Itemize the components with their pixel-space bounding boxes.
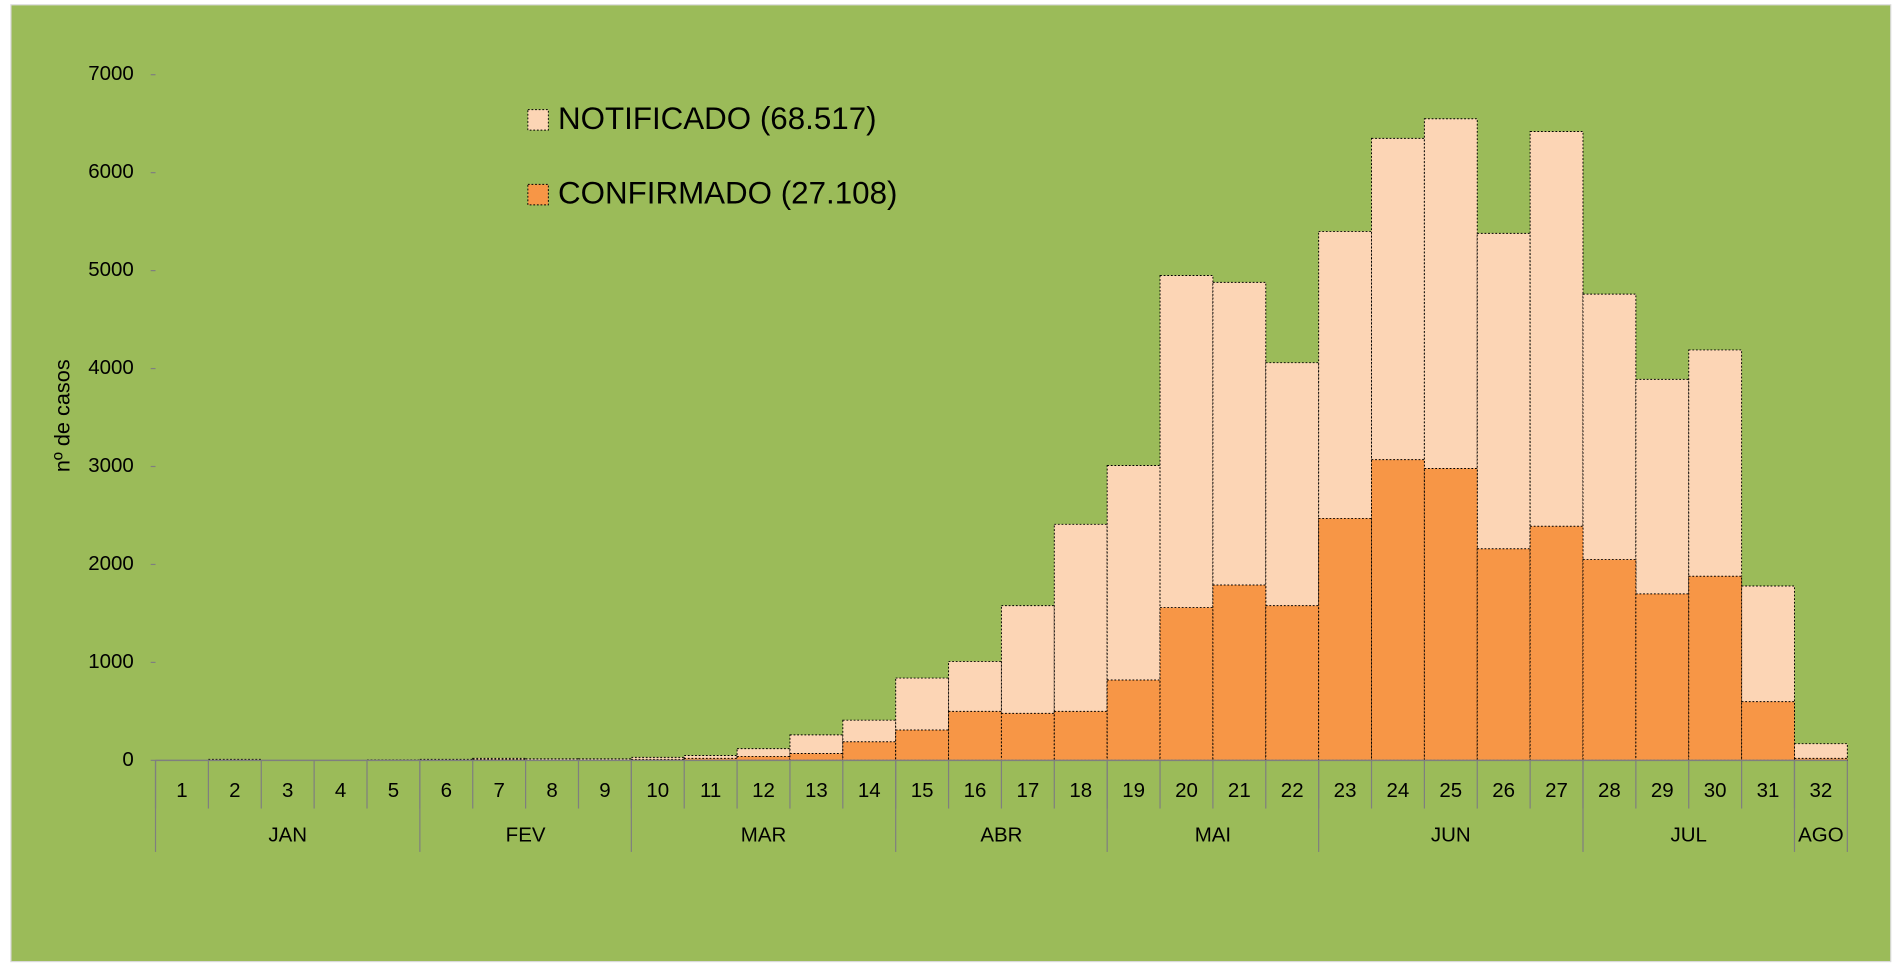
x-tick-label: 13	[805, 779, 828, 802]
x-tick-label: 10	[646, 779, 669, 802]
x-tick-label: 9	[599, 779, 610, 802]
bar	[1582, 559, 1637, 761]
x-tick-label: 29	[1651, 779, 1674, 802]
x-tick-label: 18	[1069, 779, 1092, 802]
bar	[1793, 743, 1848, 761]
bar	[1053, 710, 1108, 761]
bar	[1000, 712, 1055, 761]
y-tick-label: 7000	[88, 62, 134, 85]
group-label: MAI	[1195, 824, 1231, 847]
legend-swatch	[527, 109, 549, 131]
group-label: JUL	[1671, 824, 1707, 847]
bar	[895, 729, 950, 761]
legend-label: NOTIFICADO (68.517)	[558, 101, 877, 136]
bar	[1212, 584, 1267, 761]
y-tick-label: 3000	[88, 454, 134, 477]
x-tick-label: 5	[388, 779, 399, 802]
legend-label: CONFIRMADO (27.108)	[558, 175, 897, 210]
group-label: JAN	[268, 824, 307, 847]
x-tick-label: 25	[1439, 779, 1462, 802]
x-tick-label: 15	[911, 779, 934, 802]
group-label: AGO	[1798, 824, 1844, 847]
x-tick-label: 23	[1334, 779, 1357, 802]
x-tick-label: 7	[493, 779, 504, 802]
x-tick-label: 31	[1757, 779, 1780, 802]
x-tick-label: 20	[1175, 779, 1198, 802]
bar	[842, 741, 897, 761]
x-tick-label: 28	[1598, 779, 1621, 802]
bar	[1741, 701, 1795, 761]
bar	[1371, 459, 1425, 761]
x-tick-label: 21	[1228, 779, 1251, 802]
group-label: ABR	[980, 824, 1022, 847]
y-tick-label: 0	[122, 748, 133, 771]
x-tick-label: 19	[1122, 779, 1145, 802]
bar	[1476, 548, 1531, 761]
x-tick-label: 26	[1492, 779, 1515, 802]
y-tick-label: 2000	[88, 552, 134, 575]
group-label: FEV	[506, 824, 546, 847]
bar	[1635, 593, 1690, 761]
x-tick-label: 4	[335, 779, 346, 802]
bar	[1318, 517, 1372, 761]
x-tick-label: 17	[1016, 779, 1039, 802]
x-tick-label: 1	[176, 779, 187, 802]
x-tick-label: 16	[964, 779, 987, 802]
bar	[1688, 575, 1743, 761]
bar	[1106, 679, 1161, 761]
bar	[789, 753, 844, 761]
x-tick-label: 27	[1545, 779, 1568, 802]
legend-swatch	[527, 183, 549, 206]
x-tick-label: 2	[229, 779, 240, 802]
x-tick-label: 8	[546, 779, 557, 802]
y-tick-label: 6000	[88, 160, 134, 183]
x-tick-label: 32	[1810, 779, 1833, 802]
x-tick-label: 12	[752, 779, 775, 802]
x-tick-label: 14	[858, 779, 881, 802]
group-label: JUN	[1431, 824, 1471, 847]
x-tick-label: 6	[441, 779, 452, 802]
bar	[1265, 605, 1320, 761]
bar	[1529, 525, 1584, 761]
y-tick-label: 1000	[88, 650, 134, 673]
x-tick-label: 22	[1281, 779, 1304, 802]
bar	[1159, 607, 1214, 761]
x-tick-label: 24	[1387, 779, 1410, 802]
y-tick-label: 4000	[88, 356, 134, 379]
y-axis-label: nº de casos	[50, 359, 75, 472]
bar	[1423, 467, 1478, 761]
x-tick-label: 30	[1704, 779, 1727, 802]
bar	[948, 710, 1002, 761]
group-label: MAR	[741, 824, 787, 847]
y-tick-label: 5000	[88, 258, 134, 281]
x-tick-label: 3	[282, 779, 293, 802]
x-tick-label: 11	[700, 779, 721, 802]
